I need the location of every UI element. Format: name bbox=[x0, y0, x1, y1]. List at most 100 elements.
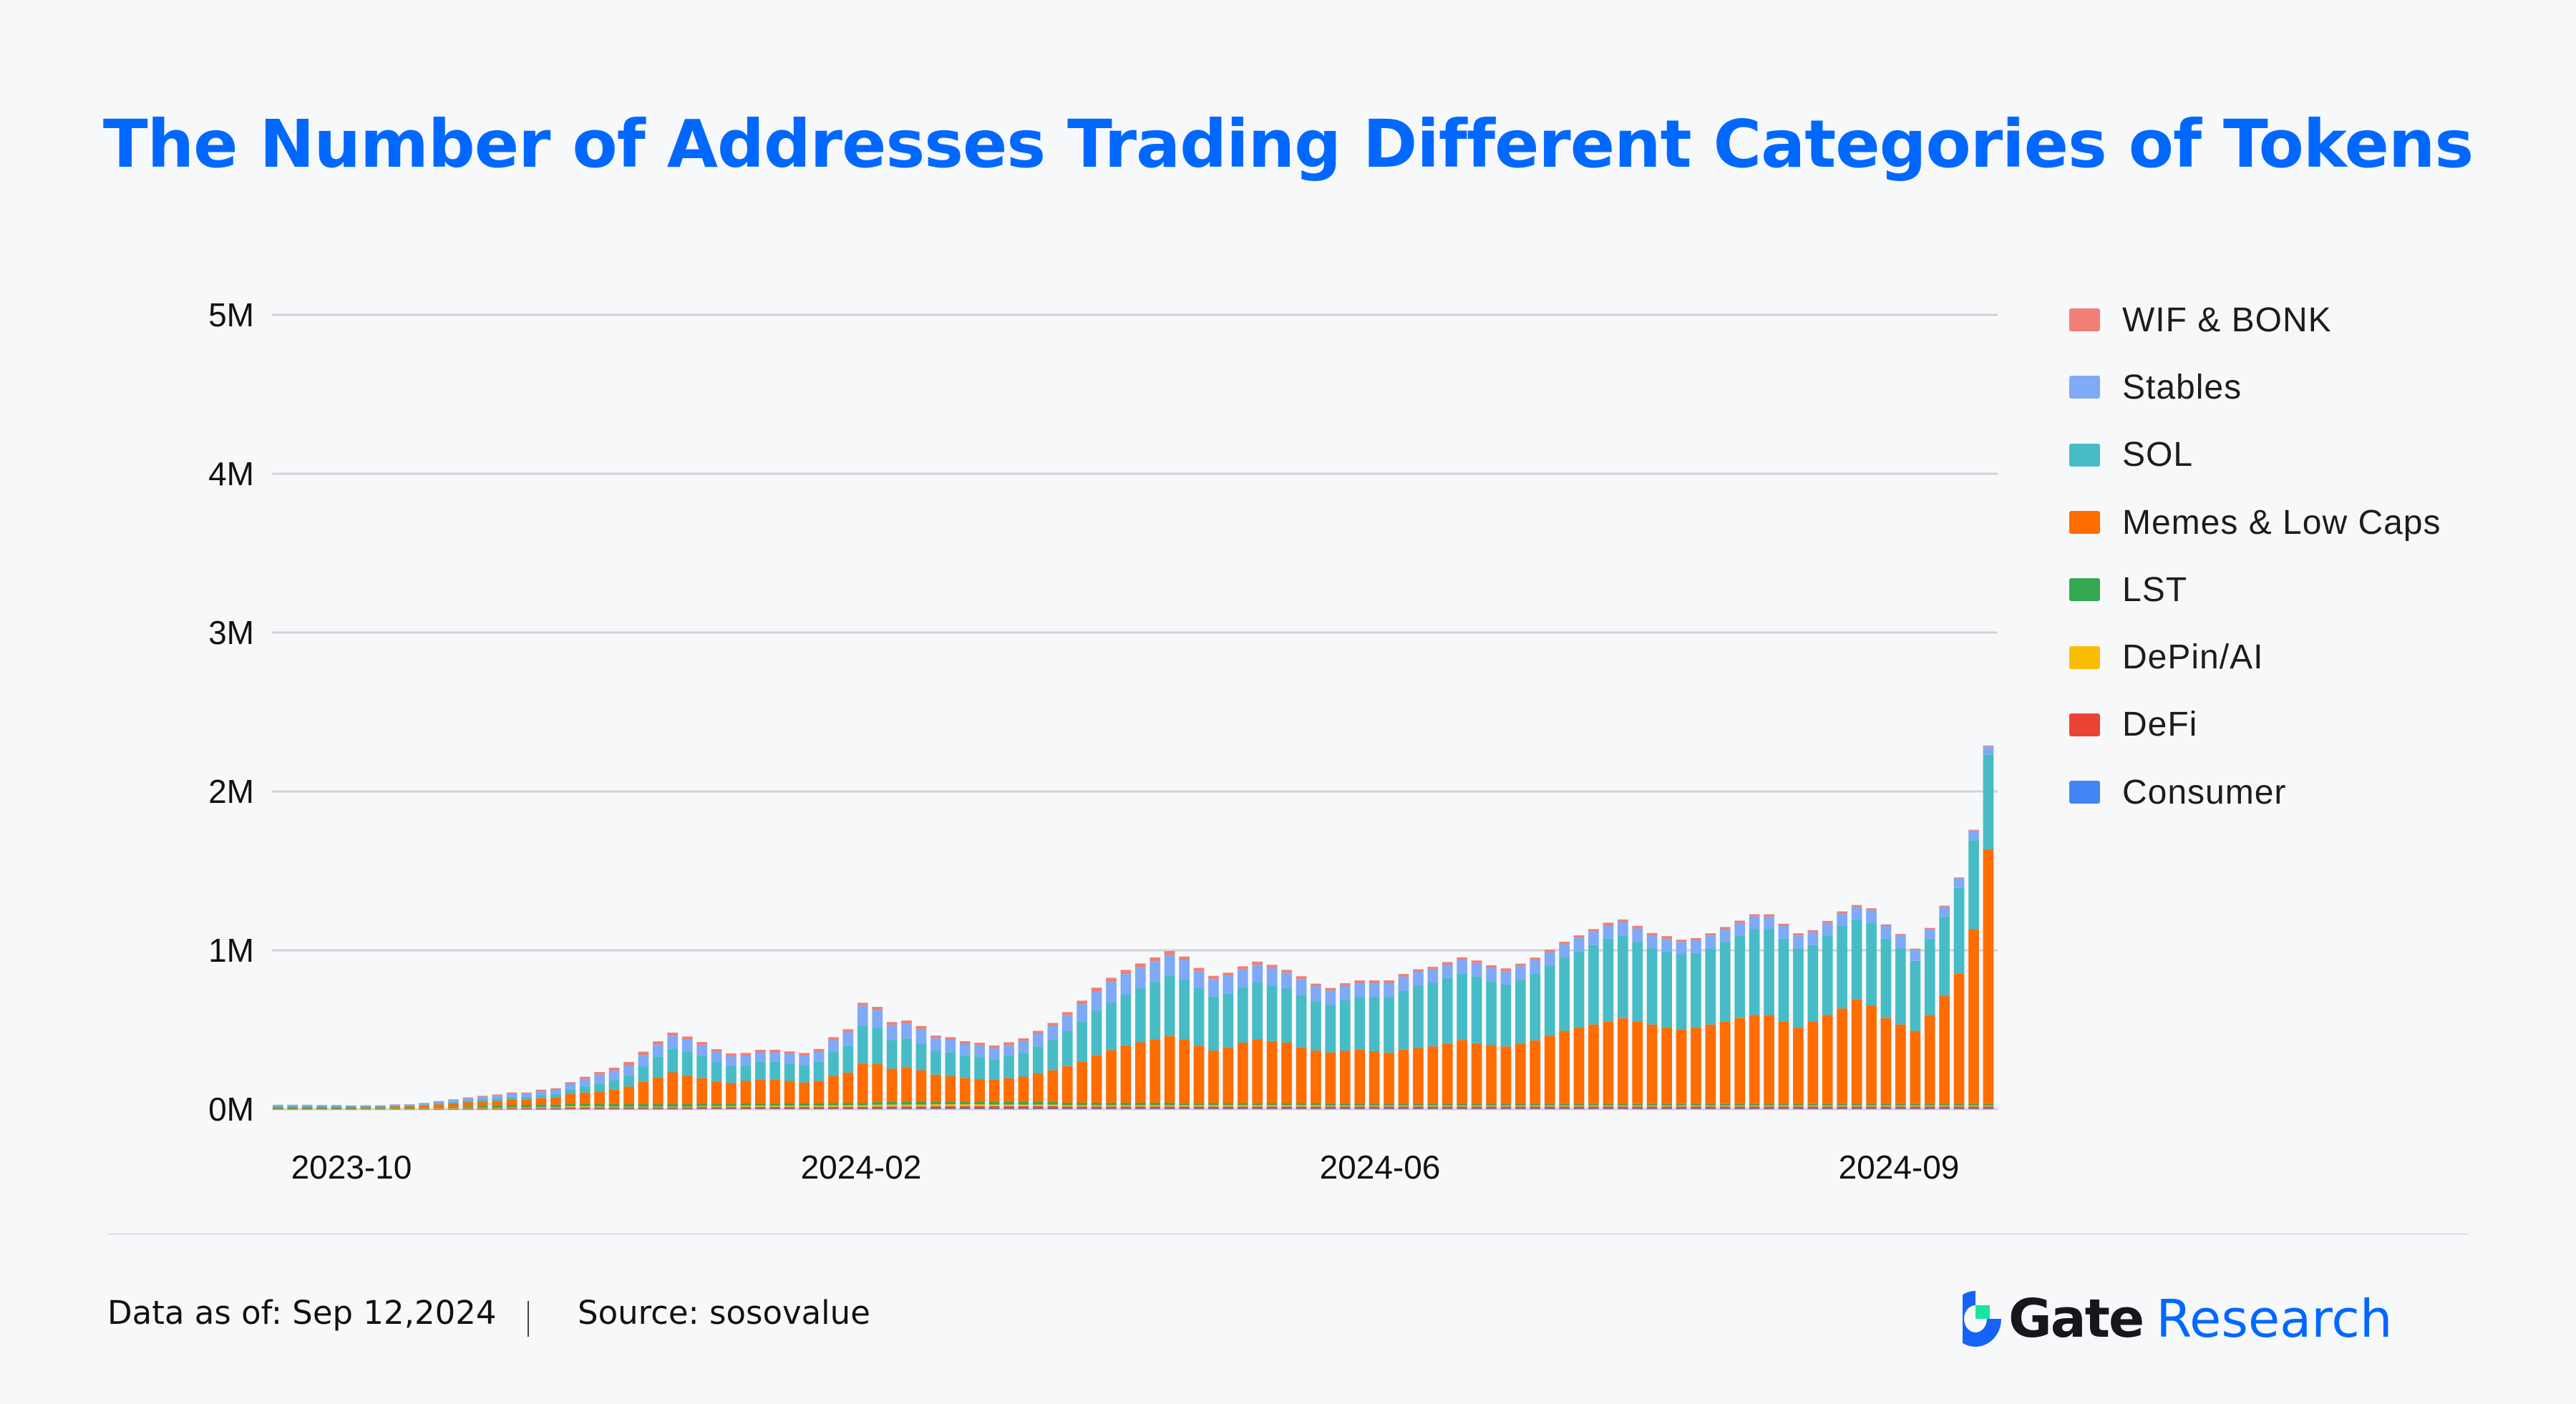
bar-segment-defi bbox=[988, 1106, 1000, 1108]
bar-segment-consumer bbox=[579, 1108, 590, 1110]
bar-segment-depin-ai bbox=[1120, 1105, 1132, 1107]
bar-segment-sol bbox=[1061, 1031, 1073, 1066]
bar-segment-consumer bbox=[1807, 1108, 1819, 1109]
bar-segment-stables bbox=[1091, 991, 1102, 1011]
bar-segment-lst bbox=[535, 1104, 547, 1108]
bar-segment-defi bbox=[1281, 1106, 1292, 1108]
bar-segment-defi bbox=[1047, 1106, 1059, 1108]
bar-segment-defi bbox=[1164, 1106, 1175, 1108]
bar-stack bbox=[1515, 963, 1526, 1109]
bar-segment-defi bbox=[1880, 1106, 1892, 1108]
bar-stack bbox=[842, 1029, 854, 1110]
bar-segment-consumer bbox=[1179, 1108, 1190, 1109]
bar-stack bbox=[521, 1092, 532, 1110]
bar-segment-stables bbox=[1325, 990, 1336, 1005]
bar-segment-defi bbox=[1339, 1106, 1351, 1108]
bar-segment-lst bbox=[1500, 1103, 1512, 1106]
bar-stack bbox=[448, 1099, 459, 1110]
bar-segment-stables bbox=[550, 1089, 561, 1094]
bar-segment-lst bbox=[1807, 1103, 1819, 1106]
bar-segment-consumer bbox=[1384, 1108, 1394, 1109]
bar-segment-wif-bonk bbox=[857, 1003, 868, 1006]
bar-stack bbox=[872, 1007, 883, 1110]
bar-segment-wif-bonk bbox=[1544, 950, 1555, 952]
bar-segment-lst bbox=[1223, 1103, 1234, 1106]
bar-segment-wif-bonk bbox=[1413, 969, 1424, 972]
bar-stack bbox=[1471, 960, 1482, 1109]
bar-segment-stables bbox=[1764, 916, 1774, 930]
bar-segment-stables bbox=[1646, 935, 1658, 949]
bar-segment-stables bbox=[623, 1065, 634, 1076]
bar-segment-stables bbox=[1047, 1025, 1059, 1040]
bar-segment-depin-ai bbox=[1061, 1105, 1073, 1107]
bar-segment-lst bbox=[1603, 1103, 1614, 1106]
y-tick-label: 2M bbox=[208, 773, 254, 810]
legend-item: DePin/AI bbox=[2069, 623, 2441, 691]
bar-stack bbox=[579, 1076, 590, 1110]
bar-segment-consumer bbox=[857, 1108, 868, 1110]
bar-segment-lst bbox=[653, 1103, 664, 1107]
bar-segment-stables bbox=[1193, 971, 1205, 989]
bar-segment-sol bbox=[1325, 1005, 1336, 1053]
bar-segment-memes-low-caps bbox=[1822, 1015, 1833, 1104]
bar-segment-defi bbox=[1559, 1106, 1570, 1108]
bar-segment-memes-low-caps bbox=[1442, 1043, 1453, 1104]
bar-segment-lst bbox=[974, 1101, 985, 1105]
legend-item: Memes & Low Caps bbox=[2069, 489, 2441, 556]
bar-segment-memes-low-caps bbox=[813, 1081, 825, 1103]
bar-segment-sol bbox=[301, 1106, 313, 1107]
y-tick-label: 5M bbox=[208, 296, 254, 333]
bar-stack bbox=[1164, 951, 1175, 1109]
bar-segment-memes-low-caps bbox=[1895, 1024, 1906, 1104]
stacked-bar-chart: 0M 1M 2M 3M 4M 5M 2023-10 2024-02 2024-06 2024-0… bbox=[208, 296, 1998, 1186]
bar-segment-memes-low-caps bbox=[1033, 1073, 1044, 1102]
bar-segment-sol bbox=[696, 1056, 707, 1078]
bar-segment-defi bbox=[1968, 1106, 1979, 1108]
bar-segment-lst bbox=[1339, 1103, 1351, 1106]
bar-segment-lst bbox=[433, 1106, 444, 1108]
bar-segment-wif-bonk bbox=[1281, 970, 1292, 973]
y-axis-ticks: 0M 1M 2M 3M 4M 5M bbox=[208, 296, 254, 1128]
bar-segment-consumer bbox=[842, 1108, 854, 1110]
bar-segment-depin-ai bbox=[1033, 1104, 1044, 1106]
bar-segment-lst bbox=[1471, 1103, 1482, 1106]
bar-segment-defi bbox=[813, 1106, 825, 1109]
bar-segment-lst bbox=[1705, 1103, 1716, 1106]
bar-segment-defi bbox=[1252, 1106, 1263, 1108]
bar-segment-sol bbox=[901, 1038, 912, 1068]
bar-segment-consumer bbox=[813, 1108, 825, 1110]
bar-stack bbox=[1413, 969, 1424, 1109]
bar-segment-lst bbox=[1369, 1103, 1380, 1106]
bar-segment-stables bbox=[1033, 1033, 1044, 1047]
bar-segment-sol bbox=[1384, 997, 1394, 1053]
bar-stack bbox=[945, 1037, 956, 1109]
bar-segment-stables bbox=[1311, 986, 1321, 1002]
bar-stack bbox=[1646, 932, 1658, 1109]
bar-segment-defi bbox=[1618, 1106, 1628, 1108]
bar-segment-defi bbox=[1691, 1106, 1701, 1108]
bar-segment-consumer bbox=[1486, 1108, 1497, 1109]
bar-segment-consumer bbox=[1910, 1108, 1921, 1109]
bar-segment-depin-ai bbox=[1193, 1105, 1205, 1107]
bar-stack bbox=[1427, 967, 1439, 1109]
bar-segment-sol bbox=[1033, 1046, 1044, 1073]
bar-segment-defi bbox=[872, 1106, 883, 1109]
bar-segment-sol bbox=[799, 1065, 810, 1083]
bar-segment-wif-bonk bbox=[1500, 968, 1512, 971]
bar-segment-wif-bonk bbox=[726, 1053, 737, 1056]
bar-segment-depin-ai bbox=[550, 1107, 561, 1108]
bar-segment-consumer bbox=[1646, 1108, 1658, 1109]
bar-segment-sol bbox=[930, 1050, 941, 1075]
bar-segment-memes-low-caps bbox=[1939, 995, 1950, 1104]
bar-segment-stables bbox=[287, 1104, 298, 1106]
bar-segment-memes-low-caps bbox=[1398, 1049, 1409, 1104]
gate-research-brand: Gate Research bbox=[1963, 1288, 2393, 1350]
footer-divider bbox=[107, 1233, 2469, 1235]
bar-segment-defi bbox=[901, 1106, 912, 1108]
bar-segment-consumer bbox=[1559, 1108, 1570, 1109]
bar-segment-stables bbox=[1442, 965, 1453, 978]
bar-segment-consumer bbox=[1106, 1108, 1117, 1109]
bar-segment-defi bbox=[1822, 1106, 1833, 1108]
bar-segment-memes-low-caps bbox=[1369, 1051, 1380, 1104]
bar-segment-sol bbox=[608, 1080, 620, 1090]
